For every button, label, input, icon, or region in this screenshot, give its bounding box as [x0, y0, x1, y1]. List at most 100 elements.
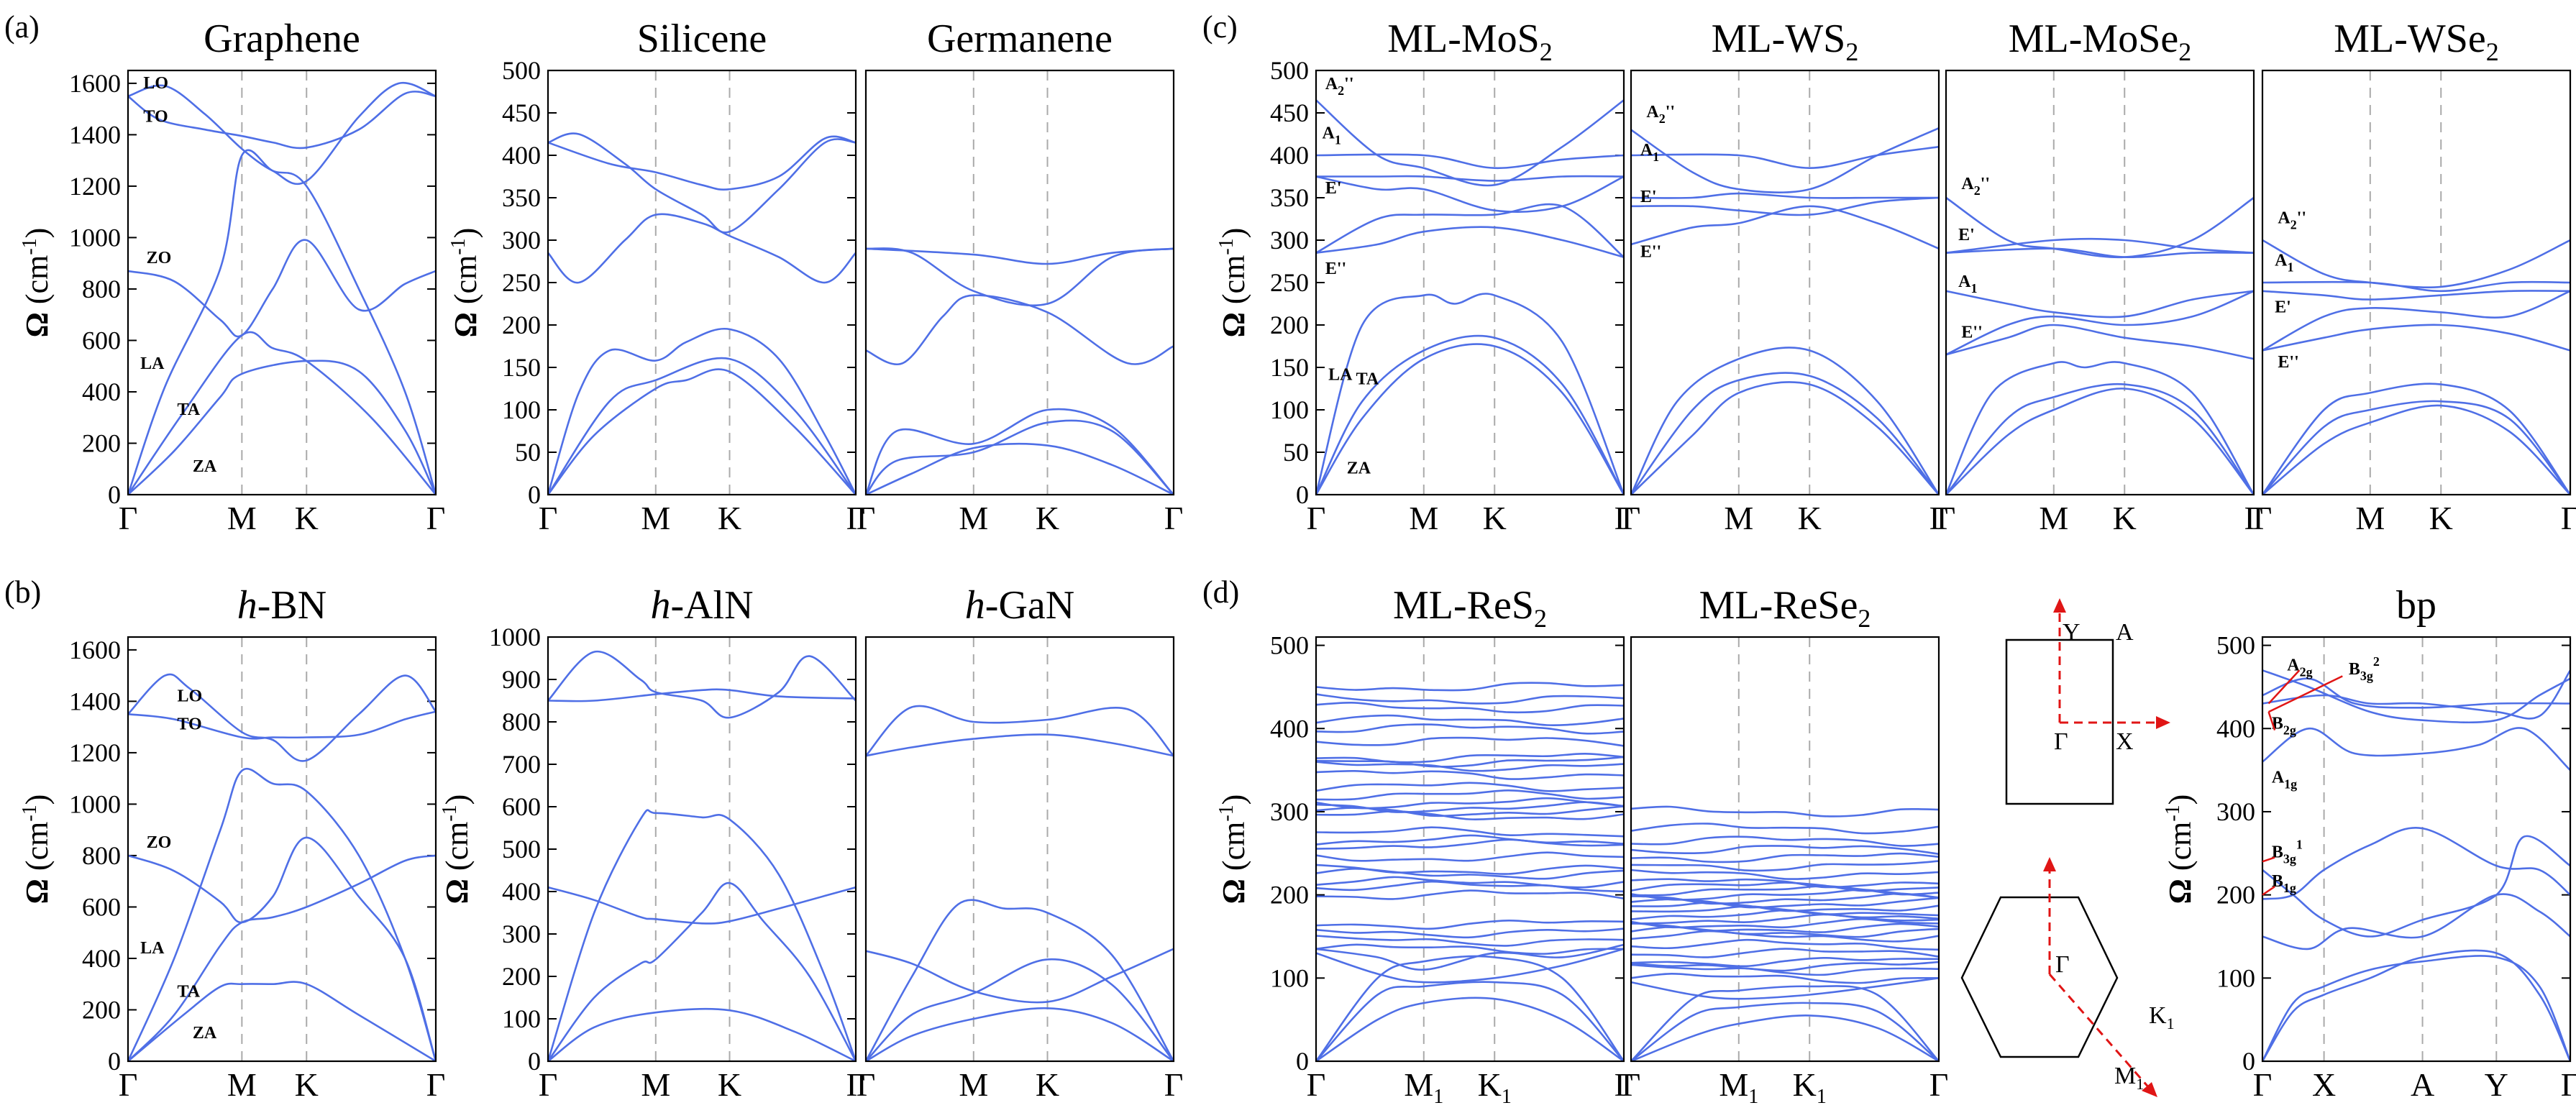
y-tick-label: 300 — [502, 226, 541, 255]
phonon-band — [1316, 851, 1624, 862]
phonon-band — [2262, 955, 2570, 1061]
phonon-band — [2262, 239, 2570, 288]
hex-bz-arrowhead-diag — [2142, 1082, 2157, 1097]
phonon-band — [866, 247, 1174, 307]
y-tick-label: 200 — [502, 311, 541, 339]
kpoint-label-text: K — [718, 500, 741, 536]
mode-label-sub: 1g — [2284, 777, 2297, 791]
y-tick-label: 0 — [1296, 1047, 1309, 1076]
chart-title-sub: 2 — [1858, 604, 1871, 633]
kpoint-label: Γ — [846, 500, 866, 536]
y-axis-label-close: ) — [1216, 228, 1251, 239]
y-tick-label: 100 — [1270, 963, 1309, 992]
mode-label: A1 — [1640, 141, 1659, 164]
chart-title-italic: h — [237, 583, 257, 628]
mode-label-base: E — [1958, 226, 1970, 244]
kpoint-label-text: Γ — [2561, 500, 2576, 536]
kpoint-label: Γ — [1929, 500, 1949, 536]
phonon-band — [1946, 324, 2254, 360]
phonon-band — [1946, 290, 2254, 356]
phonon-band — [1316, 826, 1624, 838]
phonon-band — [1316, 761, 1624, 772]
kpoint-label: M — [1724, 500, 1753, 536]
y-tick-label: 400 — [1270, 714, 1309, 743]
kpoint-label: Γ — [426, 500, 446, 536]
kpoint-label: Γ — [2253, 500, 2273, 536]
band-group — [1316, 682, 1624, 1061]
kpoint-label: M — [641, 1066, 670, 1103]
kpoint-label-text: K — [295, 500, 319, 536]
mode-label-sub: 1 — [1335, 132, 1341, 147]
phonon-band — [1316, 293, 1624, 495]
mode-label-base: E — [1961, 324, 1973, 342]
y-tick-label: 600 — [502, 792, 541, 821]
kpoint-label-text: Γ — [1929, 500, 1949, 536]
kpoint-label-text: M — [2039, 500, 2068, 536]
y-tick-label: 1200 — [69, 738, 121, 767]
kpoint-label-text: Γ — [426, 1066, 446, 1103]
kpoint-label: K — [718, 1066, 741, 1103]
kpoint-label-text: Γ — [1307, 1066, 1326, 1103]
phonon-band — [1631, 372, 1939, 495]
y-tick-label: 200 — [82, 429, 121, 457]
mode-label: E'' — [1325, 260, 1346, 278]
phonon-band — [1316, 927, 1624, 939]
chart-title-main: ML-ReS — [1393, 583, 1534, 628]
mode-label-base: ZA — [193, 1024, 217, 1043]
kpoint-label-text: K — [1036, 500, 1059, 536]
phonon-band — [128, 710, 436, 740]
phonon-band — [1316, 919, 1624, 930]
phonon-band — [128, 854, 436, 1061]
y-tick-label: 150 — [502, 353, 541, 382]
y-axis-label-sup: -1 — [447, 238, 470, 255]
rect-bz-label-gamma: Γ — [2054, 728, 2068, 755]
y-tick-label: 50 — [1283, 438, 1309, 467]
chart-frame — [127, 636, 437, 1063]
y-tick-label: 100 — [2216, 963, 2255, 992]
y-axis-label-close: ) — [19, 794, 55, 805]
mode-label: ZO — [147, 249, 172, 267]
mode-label: A1g — [2272, 768, 2297, 791]
mode-label-prime: '' — [1344, 75, 1353, 93]
phonon-band — [866, 948, 1174, 1004]
mode-label-base: TA — [177, 400, 200, 419]
phonon-band — [1316, 943, 1624, 955]
y-tick-label: 250 — [1270, 268, 1309, 297]
kpoint-label: Γ — [846, 1066, 866, 1103]
phonon-band — [1316, 334, 1624, 495]
phonon-band — [1316, 943, 1624, 971]
phonon-band — [1631, 961, 1939, 972]
mode-pointer — [2262, 886, 2275, 896]
mode-label: E' — [2275, 298, 2291, 316]
hex-bz-label-gamma: Γ — [2055, 951, 2070, 978]
kpoint-label: K — [2429, 500, 2453, 536]
phonon-band — [866, 419, 1174, 495]
y-axis-label: Ω (cm-1) — [439, 794, 475, 904]
mode-label-sub: 2 — [1974, 183, 1981, 198]
phonon-band — [1631, 823, 1939, 835]
chart-frame — [127, 69, 437, 496]
phonon-band — [548, 886, 856, 925]
chart-title-main: -GaN — [985, 583, 1074, 628]
kpoint-label-text: M — [1724, 500, 1753, 536]
phonon-band — [2262, 835, 2570, 938]
kpoint-label-text: M — [641, 1066, 670, 1103]
mode-label-prime: '' — [1973, 324, 1982, 342]
hex-bz-label-k: K1 — [2149, 1002, 2175, 1032]
kpoint-label: Γ — [1307, 1066, 1326, 1103]
mode-label-base: E — [1640, 243, 1652, 262]
band-group — [1316, 99, 1624, 495]
y-axis-label-symbol: Ω — [1216, 871, 1251, 904]
panel-label-b: (b) — [4, 574, 41, 610]
phonon-band — [1316, 226, 1624, 258]
phonon-band — [1631, 938, 1939, 951]
phonon-band — [2262, 677, 2570, 709]
y-tick-label: 600 — [82, 326, 121, 354]
phonon-band — [1631, 192, 1939, 199]
kpoint-label-text: M — [227, 1066, 257, 1103]
mode-label-prime: ' — [1337, 179, 1342, 198]
panel-labels: (a) (b) (c) (d) — [4, 9, 1239, 610]
phonon-band — [866, 294, 1174, 366]
phonon-band — [1631, 196, 1939, 216]
